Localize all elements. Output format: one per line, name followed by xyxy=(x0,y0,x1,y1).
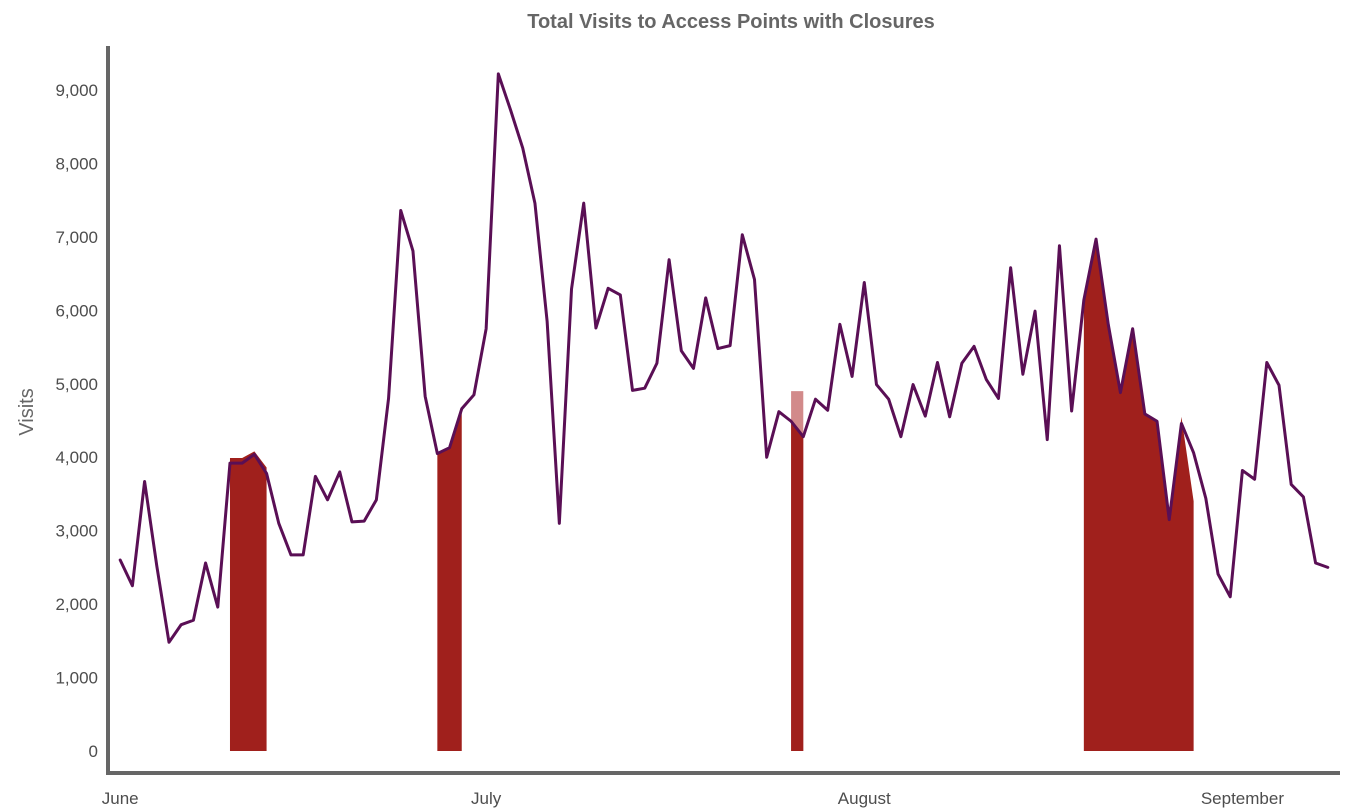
x-tick-label: June xyxy=(102,789,139,808)
x-tick-labels: June July August September xyxy=(102,789,1285,808)
closure-area xyxy=(791,421,804,751)
y-tick-label: 4,000 xyxy=(55,448,98,467)
y-tick-label: 3,000 xyxy=(55,522,98,541)
x-tick-label: August xyxy=(838,789,891,808)
y-tick-label: 7,000 xyxy=(55,228,98,247)
closure-area xyxy=(437,408,462,751)
y-tick-labels: 0 1,000 2,000 3,000 4,000 5,000 6,000 7,000 8,00… xyxy=(55,81,98,761)
y-tick-label: 9,000 xyxy=(55,81,98,100)
series-line xyxy=(118,72,1330,644)
chart-title: Total Visits to Access Points with Closu… xyxy=(527,11,935,33)
y-tick-label: 0 xyxy=(89,742,98,761)
x-tick-label: July xyxy=(471,789,502,808)
closure-area xyxy=(229,451,267,751)
y-tick-label: 1,000 xyxy=(55,669,98,688)
y-tick-label: 8,000 xyxy=(55,154,98,173)
closure-area xyxy=(1083,239,1194,751)
y-tick-label: 6,000 xyxy=(55,301,98,320)
y-axis-label: Visits xyxy=(16,388,38,435)
closure-areas xyxy=(229,239,1194,751)
y-tick-label: 2,000 xyxy=(55,595,98,614)
x-tick-label: September xyxy=(1201,789,1284,808)
y-tick-label: 5,000 xyxy=(55,375,98,394)
